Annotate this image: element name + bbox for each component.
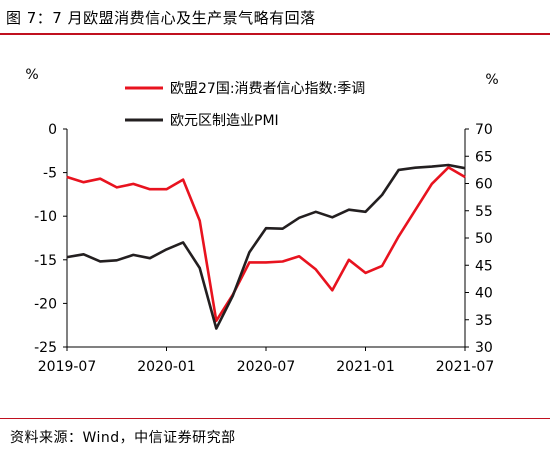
manufacturing-pmi-point	[464, 167, 466, 169]
manufacturing-pmi-point	[281, 228, 284, 230]
consumer-confidence-point	[414, 209, 416, 211]
consumer-confidence-point	[364, 272, 367, 274]
left-tick-label: 0	[48, 122, 57, 138]
consumer-confidence-point	[182, 178, 184, 181]
right-tick-label: 60	[475, 177, 493, 193]
consumer-confidence-point	[315, 268, 317, 270]
left-axis-unit: %	[25, 67, 38, 83]
consumer-confidence-point	[331, 289, 333, 291]
consumer-confidence-point	[431, 183, 433, 185]
consumer-confidence-point	[215, 320, 217, 322]
manufacturing-pmi-point	[431, 166, 433, 168]
right-axis-unit: %	[485, 72, 498, 88]
consumer-confidence-point	[116, 186, 118, 189]
consumer-confidence-line	[66, 166, 466, 323]
consumer-confidence-point	[149, 188, 151, 190]
consumer-confidence-point	[348, 259, 350, 261]
manufacturing-pmi-point	[398, 169, 400, 171]
manufacturing-pmi-point	[364, 211, 367, 213]
title-divider	[0, 33, 550, 35]
line-chart: % % 欧盟27国:消费者信心指数:季调 欧元区制造业PMI 0 -5 -10 -15…	[25, 67, 498, 375]
consumer-confidence-point	[165, 188, 168, 190]
x-tick-label: 2021-07	[436, 359, 495, 375]
chart-series	[66, 163, 466, 330]
consumer-confidence-point	[265, 261, 267, 264]
left-tick-label: -15	[34, 253, 57, 269]
manufacturing-pmi-point	[116, 259, 118, 261]
source-divider	[0, 418, 550, 419]
x-tick-label: 2021-01	[336, 359, 395, 375]
consumer-confidence-point	[99, 178, 101, 180]
source-note: 资料来源：Wind，中信证券研究部	[10, 430, 236, 446]
manufacturing-pmi-point	[315, 211, 317, 213]
manufacturing-pmi-line	[66, 163, 466, 330]
manufacturing-pmi-point	[132, 254, 134, 256]
left-tick-label: -25	[34, 340, 57, 356]
consumer-confidence-point	[464, 176, 466, 178]
consumer-confidence-point	[381, 265, 383, 267]
manufacturing-pmi-point	[82, 253, 85, 255]
x-tick-label: 2020-01	[137, 359, 196, 375]
right-tick-label: 40	[475, 286, 493, 302]
manufacturing-pmi-point	[447, 164, 450, 166]
right-tick-label: 70	[475, 122, 493, 138]
consumer-confidence-point	[82, 181, 85, 183]
manufacturing-pmi-point	[99, 260, 101, 263]
right-tick-label: 55	[475, 204, 493, 220]
left-tick-label: -20	[34, 296, 57, 312]
consumer-confidence-point	[398, 235, 400, 237]
figure-title: 图 7：7 月欧盟消费信心及生产景气略有回落	[6, 9, 316, 27]
manufacturing-pmi-point	[414, 167, 416, 169]
consumer-confidence-point	[199, 219, 201, 222]
consumer-confidence-point	[298, 255, 300, 257]
manufacturing-pmi-point	[182, 241, 184, 243]
right-tick-label: 35	[475, 313, 493, 329]
manufacturing-pmi-point	[215, 327, 217, 330]
right-tick-label: 30	[475, 340, 493, 356]
manufacturing-pmi-point	[348, 209, 350, 211]
manufacturing-pmi-point	[165, 248, 168, 251]
manufacturing-pmi-point	[298, 217, 300, 219]
right-tick-label: 45	[475, 258, 493, 274]
chart-axes: 0 -5 -10 -15 -20 -25 70 65 60 55 50 45 40 35 30 2019-07…	[34, 122, 494, 375]
consumer-confidence-point	[66, 176, 68, 178]
x-tick-label: 2020-07	[237, 359, 296, 375]
legend: 欧盟27国:消费者信心指数:季调 欧元区制造业PMI	[125, 81, 365, 129]
manufacturing-pmi-point	[232, 295, 234, 297]
x-tick-label: 2019-07	[38, 359, 97, 375]
legend-label-consumer: 欧盟27国:消费者信心指数:季调	[170, 81, 365, 97]
manufacturing-pmi-point	[248, 251, 251, 253]
consumer-confidence-point	[132, 183, 134, 185]
consumer-confidence-point	[281, 260, 284, 263]
manufacturing-pmi-point	[66, 256, 68, 258]
right-tick-label: 50	[475, 231, 493, 247]
consumer-confidence-point	[248, 261, 251, 264]
manufacturing-pmi-point	[381, 194, 383, 196]
manufacturing-pmi-point	[199, 267, 201, 269]
manufacturing-pmi-point	[331, 216, 333, 218]
manufacturing-pmi-point	[265, 227, 267, 229]
legend-label-pmi: 欧元区制造业PMI	[170, 113, 279, 129]
manufacturing-pmi-point	[149, 257, 151, 259]
left-tick-label: -10	[34, 209, 57, 225]
right-tick-label: 65	[475, 149, 493, 165]
consumer-confidence-point	[447, 166, 450, 168]
left-tick-label: -5	[43, 166, 57, 182]
